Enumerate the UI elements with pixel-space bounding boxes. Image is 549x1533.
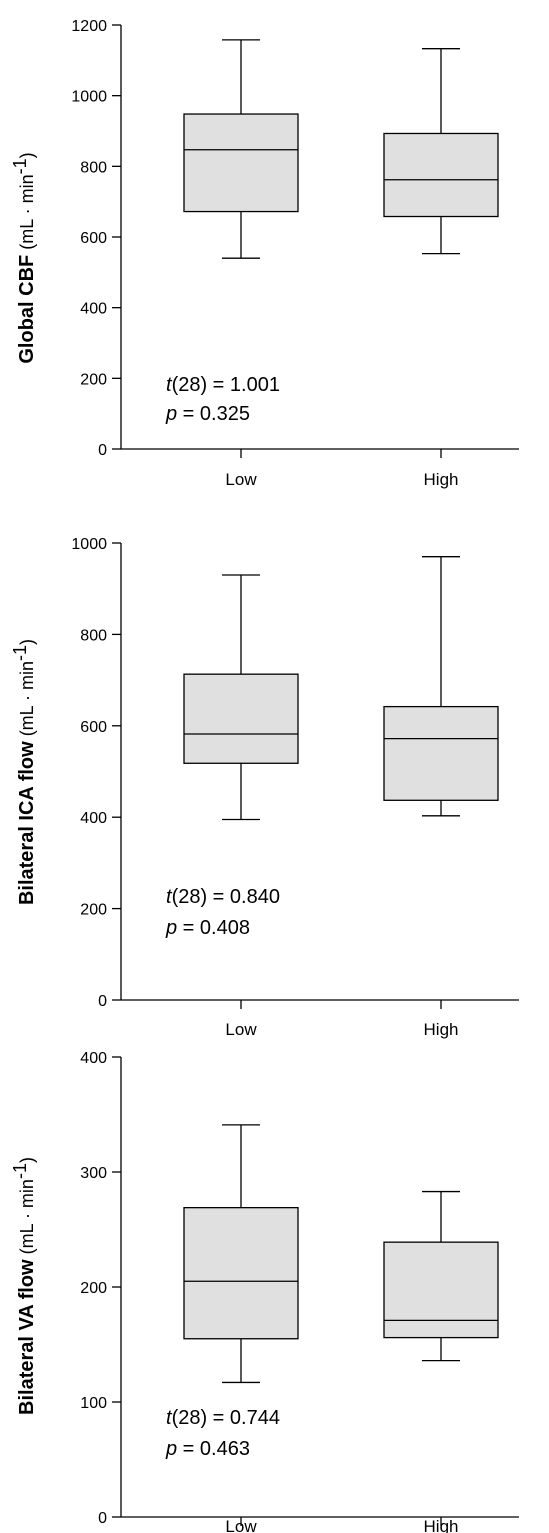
x-tick-label: High — [424, 1020, 459, 1039]
p-value: = 0.408 — [177, 917, 250, 939]
y-axis-label-unit: (mL · min — [17, 661, 37, 741]
y-axis-label-unit: (mL · min — [17, 1179, 37, 1259]
y-tick-label: 200 — [80, 371, 107, 388]
y-tick-label: 600 — [80, 230, 107, 247]
y-tick-label: 200 — [80, 902, 107, 919]
p-symbol: p — [165, 917, 177, 939]
y-axis-label-main: Bilateral VA flow — [16, 1259, 38, 1415]
panel-bilateral-ica-flow: Bilateral ICA flow (mL · min-1) t(28) = … — [10, 536, 519, 1039]
y-axis-label-unit: (mL · min — [17, 174, 37, 254]
y-tick-label: 800 — [80, 159, 107, 176]
p-symbol: p — [165, 403, 177, 425]
y-axis-label-exponent: -1 — [10, 158, 30, 174]
y-tick-label: 400 — [80, 301, 107, 318]
y-tick-label: 200 — [80, 1280, 107, 1297]
t-symbol: t — [166, 886, 173, 908]
t-value: (28) = 0.840 — [172, 886, 280, 908]
box-low — [183, 574, 299, 821]
y-tick-label: 1000 — [71, 536, 107, 553]
y-tick-label: 1000 — [71, 89, 107, 106]
iqr-box — [183, 673, 299, 764]
y-axis-label: Bilateral ICA flow (mL · min-1) — [10, 639, 38, 905]
y-tick-label: 300 — [80, 1165, 107, 1182]
y-tick-label: 100 — [80, 1395, 107, 1412]
y-tick-label: 400 — [80, 1050, 107, 1067]
box-low — [183, 1124, 299, 1384]
p-value: = 0.325 — [177, 403, 250, 425]
y-axis-label-main: Bilateral ICA flow — [16, 741, 38, 905]
y-tick-label: 600 — [80, 719, 107, 736]
iqr-box — [183, 1207, 299, 1340]
x-tick-label: Low — [225, 1517, 257, 1533]
t-value: (28) = 0.744 — [172, 1407, 280, 1429]
box-high — [383, 48, 499, 255]
y-axis-label: Global CBF (mL · min-1) — [10, 152, 38, 363]
t-value: (28) = 1.001 — [172, 374, 280, 396]
y-tick-label: 1200 — [71, 18, 107, 35]
iqr-box — [383, 705, 499, 801]
t-symbol: t — [166, 1407, 173, 1429]
p-statistic: p = 0.463 — [165, 1438, 250, 1460]
iqr-box — [383, 1241, 499, 1339]
y-axis-label-close: ) — [17, 639, 37, 645]
y-tick-label: 0 — [98, 442, 107, 459]
x-tick-label: High — [424, 470, 459, 489]
y-tick-label: 0 — [98, 993, 107, 1010]
panel-bilateral-va-flow: Bilateral VA flow (mL · min-1) t(28) = 0… — [10, 1050, 519, 1533]
y-tick-label: 400 — [80, 810, 107, 827]
t-statistic: t(28) = 0.744 — [166, 1407, 280, 1429]
y-axis-label-exponent: -1 — [10, 1163, 30, 1179]
p-statistic: p = 0.408 — [165, 917, 250, 939]
x-tick-label: Low — [225, 470, 257, 489]
box-high — [383, 1190, 499, 1362]
p-value: = 0.463 — [177, 1438, 250, 1460]
iqr-box — [383, 132, 499, 218]
y-tick-label: 0 — [98, 1510, 107, 1527]
y-axis-label-main: Global CBF — [16, 255, 38, 364]
y-axis-label-close: ) — [17, 152, 37, 158]
panel-global-cbf: Global CBF (mL · min-1) t(28) = 1.001 p … — [10, 18, 519, 489]
p-statistic: p = 0.325 — [165, 403, 250, 425]
x-tick-label: Low — [225, 1020, 257, 1039]
p-symbol: p — [165, 1438, 177, 1460]
iqr-box — [183, 113, 299, 213]
box-high — [383, 556, 499, 817]
box-low — [183, 39, 299, 259]
y-axis-label-close: ) — [17, 1157, 37, 1163]
y-tick-label: 800 — [80, 627, 107, 644]
t-statistic: t(28) = 0.840 — [166, 886, 280, 908]
t-statistic: t(28) = 1.001 — [166, 374, 280, 396]
y-axis-label-exponent: -1 — [10, 645, 30, 661]
t-symbol: t — [166, 374, 173, 396]
y-axis-label: Bilateral VA flow (mL · min-1) — [10, 1157, 38, 1415]
x-tick-label: High — [424, 1517, 459, 1533]
